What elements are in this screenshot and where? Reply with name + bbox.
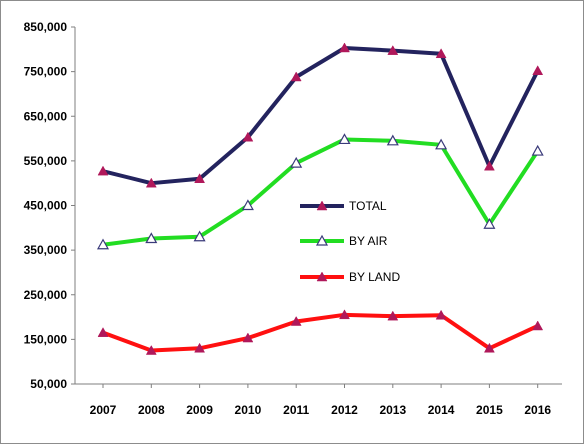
data-point-by-air <box>145 232 158 244</box>
x-tick-label: 2013 <box>379 403 406 417</box>
axes: 50,000 150,000 250,000 350,000 450,000 550,00… <box>24 20 562 417</box>
x-tick-label: 2010 <box>235 403 262 417</box>
x-tick-label: 2009 <box>186 403 213 417</box>
y-tick-label: 450,000 <box>24 199 68 213</box>
data-point-total <box>290 71 302 82</box>
data-point-total <box>242 131 254 142</box>
legend: TOTAL BY AIR BY LAND <box>300 199 400 284</box>
x-tick-label: 2008 <box>138 403 165 417</box>
data-point-by-land <box>194 342 206 353</box>
data-point-by-land <box>339 309 350 320</box>
data-point-total <box>97 165 109 176</box>
legend-label-by-air: BY AIR <box>349 234 388 248</box>
data-point-by-air <box>96 238 110 250</box>
data-point-by-land <box>145 345 157 355</box>
data-point-total <box>483 160 495 171</box>
data-point-by-air <box>435 138 448 150</box>
series-lines <box>96 42 544 355</box>
data-point-by-land <box>483 342 495 353</box>
x-tick-label: 2012 <box>331 403 358 417</box>
data-point-total <box>435 48 447 59</box>
y-tick-label: 550,000 <box>24 154 68 168</box>
data-point-total <box>532 65 544 75</box>
y-tick-label: 350,000 <box>24 243 68 257</box>
data-point-by-land <box>97 327 109 337</box>
data-point-by-air <box>531 144 544 156</box>
data-point-total <box>339 42 350 53</box>
data-point-by-air <box>386 134 399 146</box>
x-tick-label: 2011 <box>283 403 309 417</box>
y-tick-label: 650,000 <box>24 109 68 123</box>
data-point-total <box>387 45 399 55</box>
x-tick-label: 2007 <box>90 403 117 417</box>
data-point-by-land <box>242 332 254 343</box>
data-point-by-air <box>483 218 496 229</box>
legend-label-by-land: BY LAND <box>349 270 400 284</box>
data-point-by-air <box>290 156 303 168</box>
legend-label-total: TOTAL <box>349 199 387 213</box>
data-point-by-land <box>290 316 302 326</box>
legend-marker-by-air <box>315 234 329 246</box>
y-tick-label: 250,000 <box>24 288 68 302</box>
legend-marker-by-land <box>316 271 328 282</box>
series-line-total <box>102 45 540 186</box>
data-point-total <box>145 177 157 188</box>
y-tick-label: 750,000 <box>24 65 68 79</box>
x-tick-label: 2015 <box>476 403 503 417</box>
y-tick-label: 850,000 <box>24 20 68 34</box>
y-tick-label: 150,000 <box>24 332 68 346</box>
series-line-by-air <box>102 137 540 247</box>
x-tick-label: 2016 <box>524 403 551 417</box>
data-point-by-air <box>338 133 351 145</box>
data-point-total <box>194 173 206 183</box>
data-point-by-air <box>193 230 206 242</box>
x-tick-label: 2014 <box>428 403 455 417</box>
data-point-by-land <box>532 320 544 331</box>
y-tick-label: 50,000 <box>30 377 67 391</box>
data-point-by-land <box>387 310 399 321</box>
data-point-by-air <box>241 199 254 211</box>
legend-marker-total <box>316 200 328 211</box>
series-line-by-land <box>102 312 539 353</box>
data-point-by-land <box>435 309 447 320</box>
